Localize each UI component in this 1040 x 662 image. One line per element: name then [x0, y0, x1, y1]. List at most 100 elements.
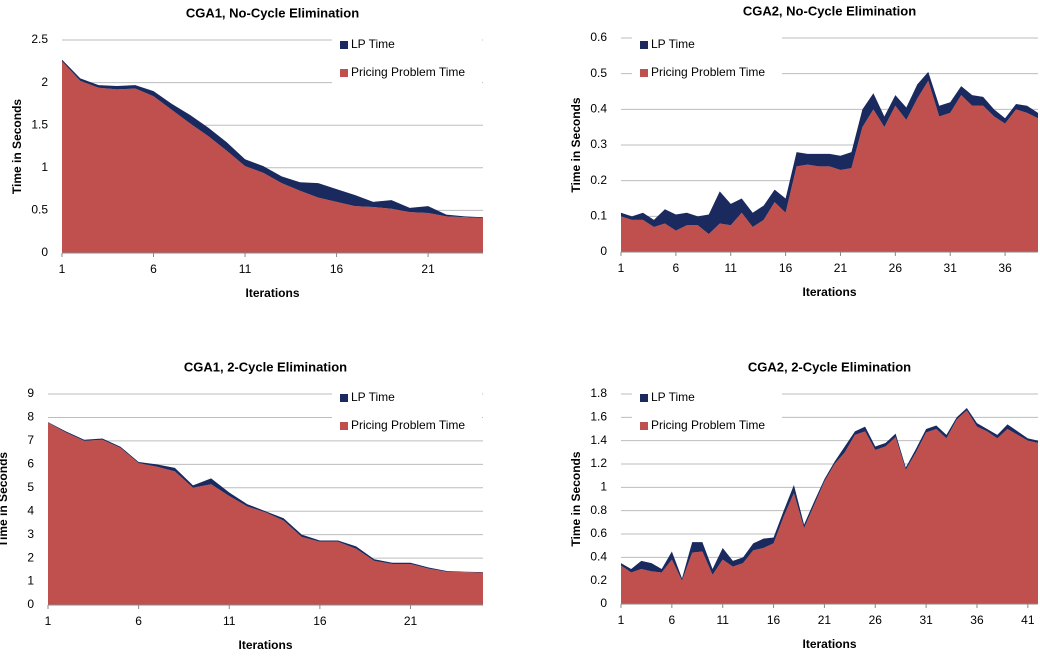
x-axis-title: Iterations: [238, 638, 292, 652]
x-tick-label: 1: [59, 262, 66, 276]
y-tick-label: 0.4: [590, 550, 607, 564]
y-axis-title: Time in Seconds: [0, 452, 10, 547]
x-tick-label: 11: [725, 261, 738, 275]
x-axis-title: Iterations: [802, 285, 856, 299]
y-tick-label: 2: [41, 75, 48, 89]
x-tick-label: 6: [150, 262, 157, 276]
x-tick-label: 16: [330, 262, 344, 276]
area: [48, 422, 483, 605]
y-tick-label: 0.6: [590, 30, 607, 44]
y-tick-label: 2: [27, 550, 34, 564]
y-tick-label: 5: [27, 480, 34, 494]
x-tick-label: 36: [970, 613, 984, 627]
legend-background: [332, 35, 482, 85]
y-tick-label: 0: [600, 596, 607, 610]
y-tick-label: 0.3: [590, 137, 607, 151]
y-tick-label: 0: [27, 597, 34, 611]
y-tick-label: 0.2: [590, 173, 607, 187]
y-axis-title: Time in Seconds: [569, 451, 583, 546]
x-tick-label: 26: [869, 613, 883, 627]
legend-background: [332, 388, 482, 438]
x-tick-label: 21: [404, 614, 418, 628]
y-tick-label: 3: [27, 527, 34, 541]
y-tick-label: 0: [600, 244, 607, 258]
chart-panel: CGA2, No-Cycle Elimination Iterations Time…: [569, 3, 1038, 299]
legend-swatch: [340, 422, 348, 430]
y-tick-label: 0.6: [590, 526, 607, 540]
y-tick-label: 9: [27, 386, 34, 400]
y-tick-label: 0: [41, 245, 48, 259]
legend-swatch: [340, 394, 348, 402]
x-tick-label: 21: [834, 261, 848, 275]
area: [621, 410, 1038, 604]
y-tick-label: 1.5: [31, 117, 48, 131]
x-tick-label: 16: [313, 614, 327, 628]
y-axis-title: Time in Seconds: [569, 97, 583, 192]
y-tick-label: 1: [27, 574, 34, 588]
legend-label: LP Time: [351, 37, 395, 51]
y-tick-label: 7: [27, 433, 34, 447]
y-tick-label: 4: [27, 503, 34, 517]
x-tick-label: 21: [421, 262, 435, 276]
y-axis-title: Time in Seconds: [10, 99, 24, 194]
x-tick-label: 16: [767, 613, 781, 627]
area: [62, 61, 483, 253]
x-tick-label: 36: [998, 261, 1012, 275]
y-tick-label: 0.8: [590, 503, 607, 517]
y-tick-label: 1.6: [590, 410, 607, 424]
legend-background: [632, 388, 782, 438]
y-tick-label: 1: [600, 480, 607, 494]
legend-label: Pricing Problem Time: [651, 65, 765, 79]
chart-panel: CGA2, 2-Cycle Elimination Iterations Time …: [569, 359, 1038, 651]
area: [621, 71, 1038, 235]
x-tick-label: 1: [618, 261, 625, 275]
legend-label: LP Time: [651, 390, 695, 404]
legend-label: Pricing Problem Time: [351, 65, 465, 79]
x-tick-label: 16: [779, 261, 793, 275]
legend-background: [632, 35, 782, 85]
y-tick-label: 0.2: [590, 573, 607, 587]
chart-title: CGA1, 2-Cycle Elimination: [184, 359, 347, 374]
x-tick-label: 11: [716, 613, 729, 627]
x-axis-title: Iterations: [802, 637, 856, 651]
x-tick-label: 6: [135, 614, 142, 628]
chart-title: CGA1, No-Cycle Elimination: [186, 5, 359, 20]
x-tick-label: 11: [223, 614, 236, 628]
legend-swatch: [640, 394, 648, 402]
chart-title: CGA2, 2-Cycle Elimination: [748, 359, 911, 374]
x-tick-label: 26: [889, 261, 903, 275]
x-tick-label: 6: [673, 261, 680, 275]
y-tick-label: 0.5: [590, 66, 607, 80]
legend-label: Pricing Problem Time: [351, 418, 465, 432]
chart-panel: CGA1, 2-Cycle Elimination Iterations Time …: [0, 359, 483, 652]
y-tick-label: 0.4: [590, 102, 607, 116]
y-tick-label: 6: [27, 457, 34, 471]
legend-swatch: [640, 422, 648, 430]
x-tick-label: 11: [239, 262, 252, 276]
legend-label: Pricing Problem Time: [651, 418, 765, 432]
x-tick-label: 31: [919, 613, 933, 627]
y-tick-label: 1.4: [590, 433, 607, 447]
legend-label: LP Time: [651, 37, 695, 51]
y-tick-label: 2.5: [31, 32, 48, 46]
x-tick-label: 1: [45, 614, 52, 628]
x-axis-title: Iterations: [245, 286, 299, 300]
x-tick-label: 21: [818, 613, 832, 627]
legend-swatch: [640, 41, 648, 49]
y-tick-label: 1: [41, 160, 48, 174]
x-tick-label: 1: [618, 613, 625, 627]
y-tick-label: 0.5: [31, 203, 48, 217]
chart-title: CGA2, No-Cycle Elimination: [743, 3, 916, 18]
y-tick-label: 0.1: [590, 209, 607, 223]
legend-swatch: [340, 69, 348, 77]
x-tick-label: 41: [1021, 613, 1035, 627]
legend-swatch: [340, 41, 348, 49]
chart-panel: CGA1, No-Cycle Elimination Iterations Time…: [10, 5, 483, 300]
y-tick-label: 1.2: [590, 456, 607, 470]
legend-swatch: [640, 69, 648, 77]
legend-label: LP Time: [351, 390, 395, 404]
x-tick-label: 6: [669, 613, 676, 627]
y-tick-label: 1.8: [590, 386, 607, 400]
y-tick-label: 8: [27, 410, 34, 424]
